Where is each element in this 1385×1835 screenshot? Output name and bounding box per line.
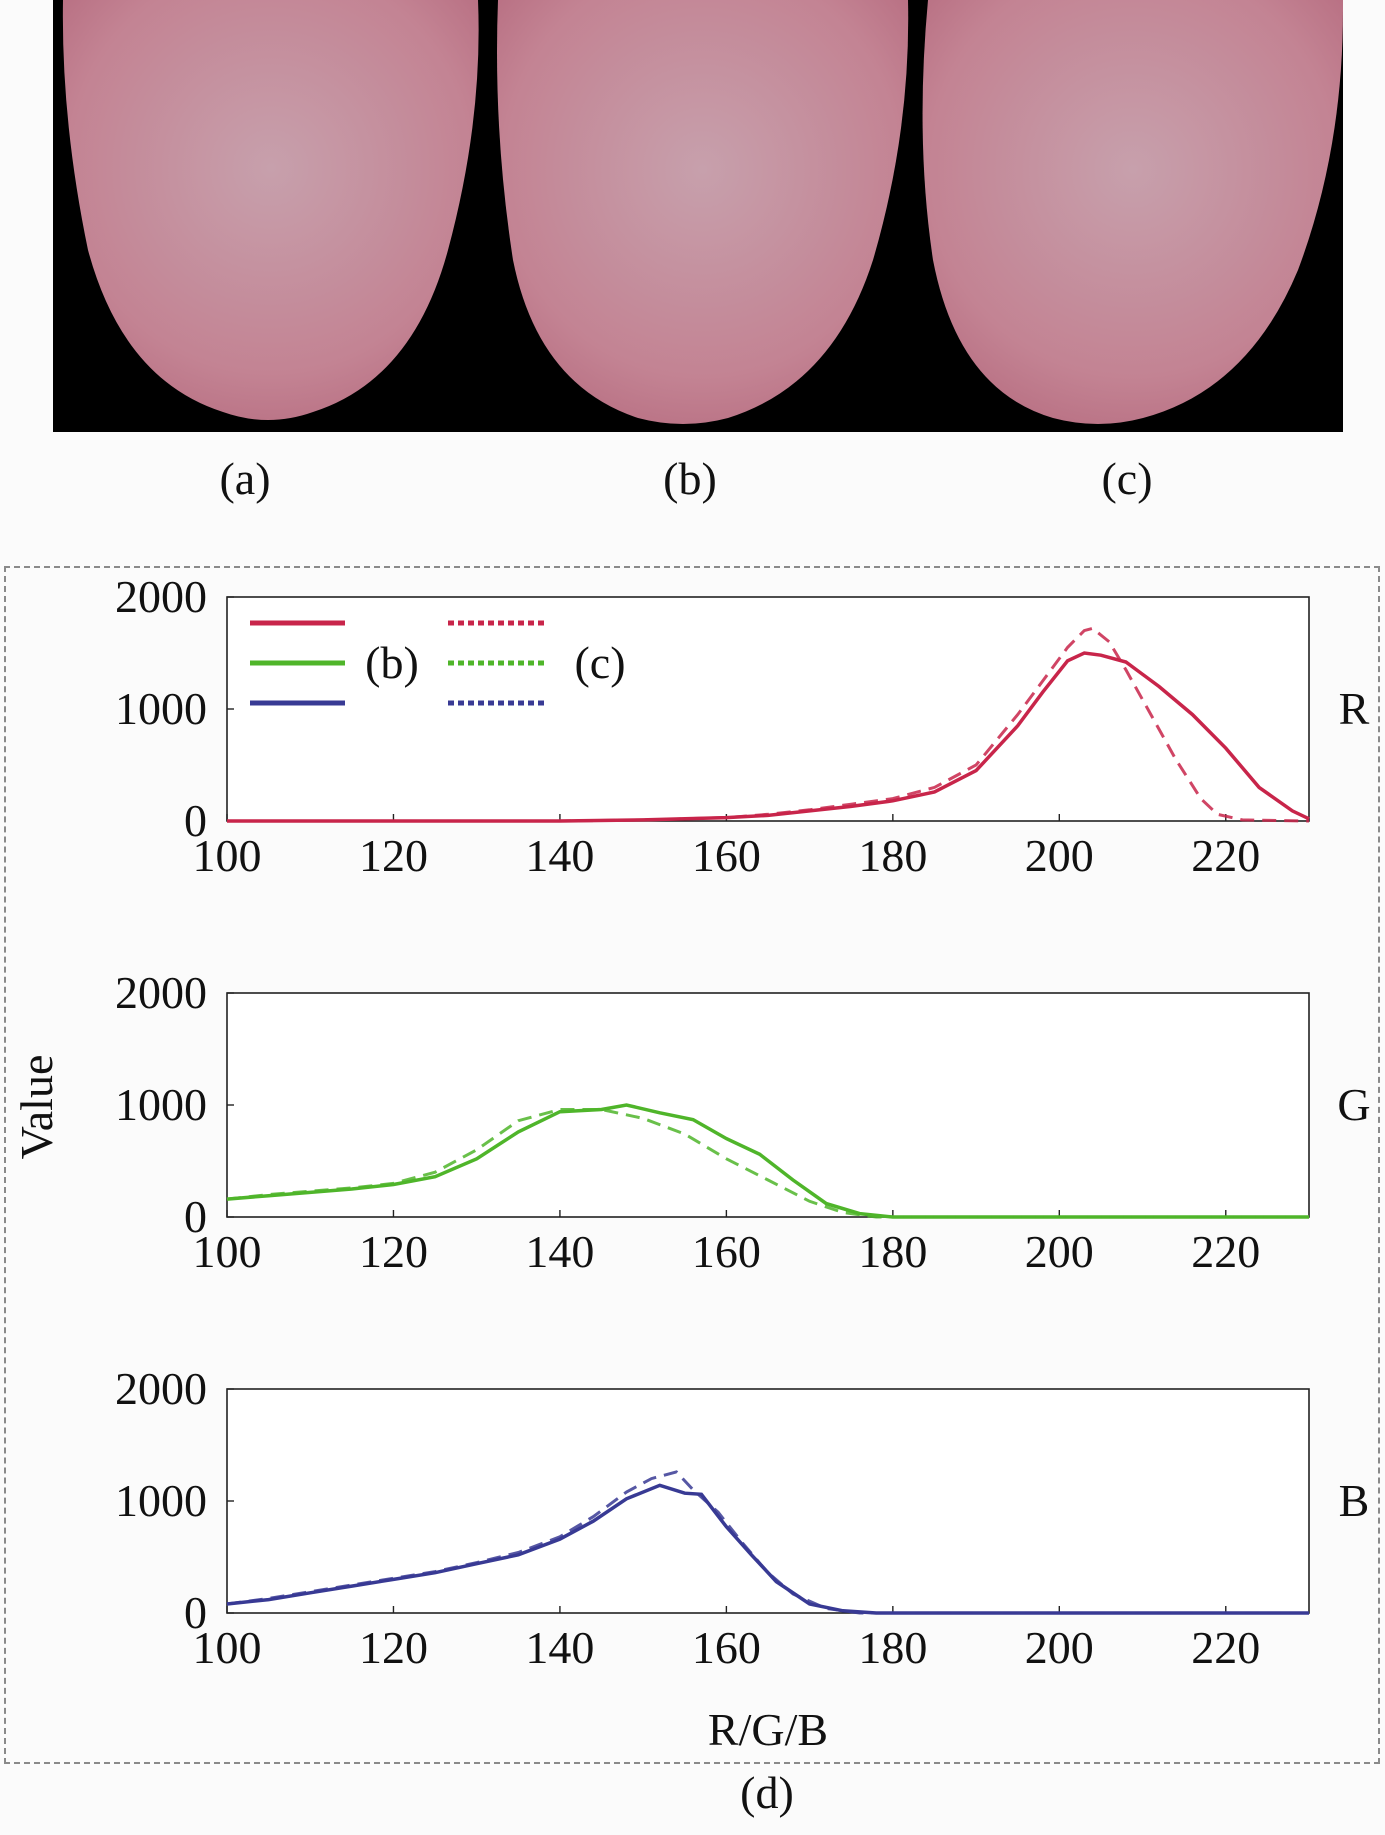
y-tick-label: 0 bbox=[184, 795, 207, 846]
tongue-b-image bbox=[497, 0, 909, 424]
plot-area-r bbox=[226, 596, 1310, 822]
x-tick-label: 120 bbox=[359, 1622, 428, 1673]
legend-label-c: (c) bbox=[574, 637, 625, 688]
x-tick-label: 220 bbox=[1191, 830, 1260, 881]
legend-label-b: (b) bbox=[365, 637, 419, 688]
y-tick-label: 1000 bbox=[115, 1079, 207, 1130]
histogram-frame bbox=[4, 566, 1380, 1764]
x-tick-label: 180 bbox=[858, 830, 927, 881]
tongue-photos-icon bbox=[62, 0, 1343, 424]
x-tick-label: 160 bbox=[692, 1226, 761, 1277]
series-line-r-c bbox=[227, 626, 1310, 823]
x-tick-label: 200 bbox=[1025, 830, 1094, 881]
y-tick-label: 2000 bbox=[115, 1363, 207, 1414]
x-tick-label: 140 bbox=[525, 1622, 594, 1673]
x-tick-label: 140 bbox=[525, 1226, 594, 1277]
panel-d-label: (d) bbox=[740, 1767, 794, 1818]
x-tick-label: 100 bbox=[193, 830, 262, 881]
x-tick-label: 100 bbox=[193, 1622, 262, 1673]
y-tick-label: 1000 bbox=[115, 1475, 207, 1526]
panel-c-label: (c) bbox=[1101, 453, 1153, 504]
tongue-c-image bbox=[922, 0, 1343, 424]
x-tick-label: 160 bbox=[692, 1622, 761, 1673]
channel-label-b: B bbox=[1339, 1475, 1370, 1526]
x-tick-label: 220 bbox=[1191, 1622, 1260, 1673]
x-axis-label: R/G/B bbox=[708, 1704, 828, 1755]
y-tick-label: 0 bbox=[184, 1587, 207, 1638]
x-tick-label: 200 bbox=[1025, 1226, 1094, 1277]
tongue-photo-strip bbox=[53, 0, 1343, 432]
x-tick-label: 120 bbox=[359, 830, 428, 881]
x-tick-label: 160 bbox=[692, 830, 761, 881]
y-tick-label: 2000 bbox=[115, 571, 207, 622]
y-tick-label: 0 bbox=[184, 1191, 207, 1242]
x-tick-label: 100 bbox=[193, 1226, 262, 1277]
channel-label-r: R bbox=[1339, 683, 1370, 734]
x-tick-label: 140 bbox=[525, 830, 594, 881]
panel-a-label: (a) bbox=[219, 453, 271, 504]
x-tick-label: 180 bbox=[858, 1226, 927, 1277]
x-tick-label: 120 bbox=[359, 1226, 428, 1277]
x-tick-label: 220 bbox=[1191, 1226, 1260, 1277]
channel-label-g: G bbox=[1337, 1079, 1370, 1130]
series-line-b-c bbox=[226, 1470, 1309, 1615]
panel-b-label: (b) bbox=[663, 453, 717, 504]
x-tick-label: 180 bbox=[858, 1622, 927, 1673]
x-tick-label: 200 bbox=[1025, 1622, 1094, 1673]
y-tick-label: 2000 bbox=[115, 967, 207, 1018]
tongue-a-image bbox=[62, 0, 479, 420]
y-tick-label: 1000 bbox=[115, 683, 207, 734]
y-axis-label: Value bbox=[11, 1055, 62, 1160]
